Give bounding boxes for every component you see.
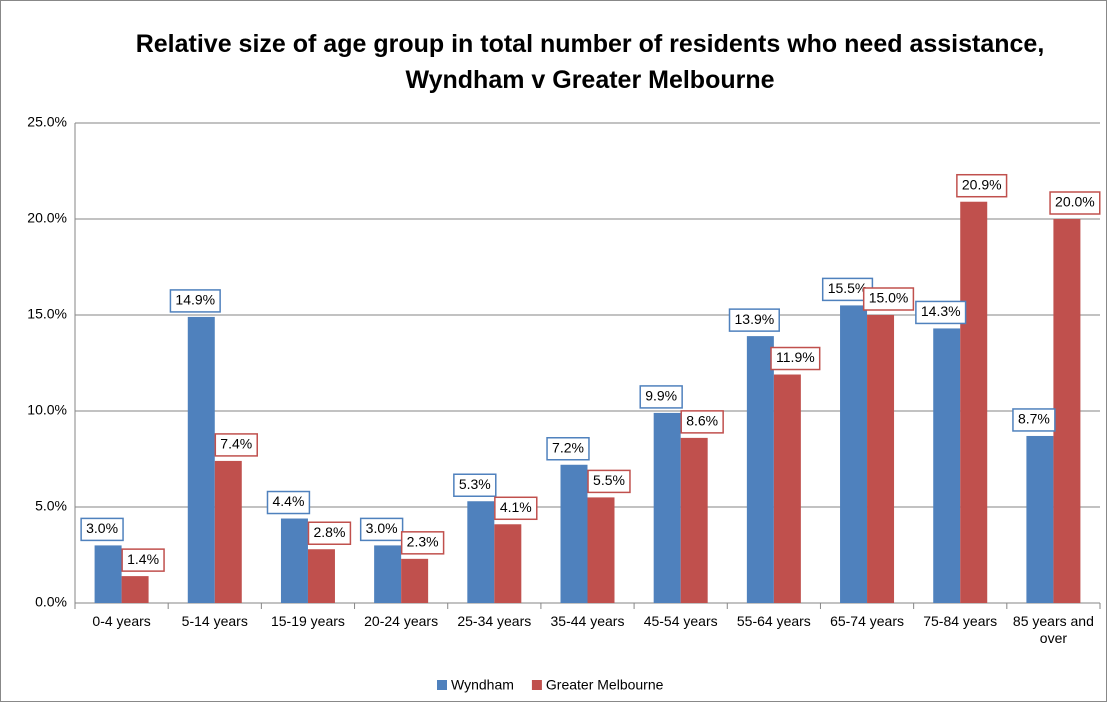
chart-title: Relative size of age group in total numb… <box>135 30 1045 94</box>
legend-swatch <box>437 680 447 690</box>
legend-swatch <box>531 680 542 690</box>
data-label: 4.4% <box>272 493 304 509</box>
data-label-box <box>1012 408 1056 432</box>
data-label: 13.9% <box>735 311 775 327</box>
x-tick-label: 55-64 years <box>736 613 811 629</box>
data-label-box <box>639 385 683 409</box>
data-label-box <box>587 469 631 494</box>
bar <box>587 497 615 603</box>
bar <box>94 545 122 603</box>
bar <box>653 412 681 603</box>
bar <box>467 501 495 603</box>
bar <box>1026 435 1054 603</box>
data-label-box <box>121 548 165 572</box>
data-label: 5.3% <box>459 476 491 492</box>
bar <box>933 328 961 603</box>
bar <box>494 524 522 603</box>
bar <box>401 558 429 603</box>
data-label: 8.7% <box>1018 411 1050 427</box>
bar <box>280 518 308 603</box>
bar <box>214 460 242 603</box>
data-label: 15.0% <box>869 290 909 306</box>
bar <box>121 576 149 603</box>
data-label-box <box>770 346 821 371</box>
data-label: 20.9% <box>962 176 1002 192</box>
y-tick-label: 20.0% <box>27 210 67 226</box>
data-label-box <box>453 473 497 497</box>
data-label: 5.5% <box>593 472 625 488</box>
data-label: 8.6% <box>686 413 718 429</box>
x-tick-label: 5-14 years <box>181 613 248 629</box>
data-label-box <box>1049 191 1101 215</box>
data-label: 20.0% <box>1055 194 1095 210</box>
bar <box>374 545 402 603</box>
x-tick-label: 45-54 years <box>643 613 718 629</box>
data-label: 11.9% <box>776 349 815 365</box>
data-label-box <box>546 437 590 461</box>
bar <box>307 549 335 603</box>
data-label-box <box>266 490 311 515</box>
data-label: 2.3% <box>407 534 439 550</box>
data-label-box <box>494 496 538 521</box>
x-tick-label: 65-74 years <box>830 613 904 629</box>
x-tick-label: 0-4 years <box>92 613 151 629</box>
bar <box>746 336 774 603</box>
data-label: 7.2% <box>552 439 584 455</box>
data-label-box <box>956 173 1008 198</box>
bar <box>560 464 588 603</box>
data-label-box <box>80 517 124 542</box>
data-label-box <box>169 289 221 313</box>
data-label: 14.3% <box>921 303 961 319</box>
x-tick-label: 25-34 years <box>457 613 532 629</box>
data-label-box <box>359 517 404 542</box>
data-label: 15.5% <box>828 280 868 296</box>
data-label: 7.4% <box>220 436 252 452</box>
bar <box>187 316 215 603</box>
x-tick-label: 85 years and over <box>1012 613 1094 646</box>
bar <box>867 315 895 603</box>
bar <box>840 305 868 603</box>
legend-label: Greater Melbourne <box>546 677 664 693</box>
data-label-box <box>862 287 915 311</box>
data-label-box <box>307 521 352 545</box>
data-label-box <box>728 308 780 332</box>
x-tick-label: 15-19 years <box>270 613 345 629</box>
data-label-box <box>214 433 258 457</box>
bar <box>1053 219 1081 603</box>
y-tick-label: 15.0% <box>27 306 67 322</box>
y-tick-label: 25.0% <box>27 114 67 130</box>
data-label: 3.0% <box>86 520 118 536</box>
y-tick-label: 5.0% <box>35 498 67 514</box>
bar <box>773 374 801 603</box>
data-label-box <box>680 410 724 434</box>
bar <box>680 437 708 603</box>
bar <box>960 201 988 603</box>
y-tick-label: 0.0% <box>35 594 67 610</box>
data-label: 3.0% <box>366 520 398 536</box>
x-tick-label: 75-84 years <box>923 613 998 629</box>
data-label: 4.1% <box>500 499 532 515</box>
data-label-box <box>400 531 445 555</box>
x-tick-label: 20-24 years <box>364 613 439 629</box>
legend-label: Wyndham <box>451 677 514 693</box>
data-label: 9.9% <box>645 388 677 404</box>
data-label-box <box>915 300 967 325</box>
data-label: 1.4% <box>127 551 159 567</box>
data-label: 2.8% <box>313 524 345 540</box>
y-tick-label: 10.0% <box>27 402 67 418</box>
data-label: 14.9% <box>175 292 215 308</box>
x-tick-label: 35-44 years <box>550 613 625 629</box>
